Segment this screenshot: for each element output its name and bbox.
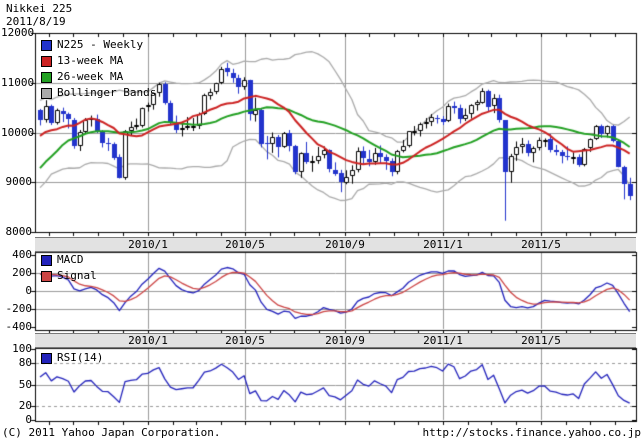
signal-swatch-icon [41,270,52,282]
legend-label: Bollinger Bands [57,86,157,99]
legend-item-ma26: 26-week MA [41,69,156,85]
y-axis-label: 50 [18,378,32,391]
y-axis-label: -400 [5,320,33,333]
legend-item-n225: N225 - Weekly [41,37,156,53]
x-axis-label: 2011/5 [521,238,561,251]
legend-item-bollinger: Bollinger Bands [41,85,156,101]
y-axis-label: -200 [5,302,33,315]
footer-url: http://stocks.finance.yahoo.co.jp [422,426,641,439]
x-axis-label: 2010/5 [225,334,265,347]
legend-item-macd: MACD [41,252,97,268]
y-axis-label: 11000 [1,76,35,89]
chart-title: Nikkei 225 [6,2,73,15]
ma26-swatch-icon [41,71,52,83]
macd-legend: MACD Signal [41,252,97,284]
bollinger-swatch-icon [41,87,52,99]
footer-copyright: (C) 2011 Yahoo Japan Corporation. [2,426,221,439]
y-axis-label: 8000 [5,225,33,238]
macd-swatch-icon [41,254,52,266]
x-axis-label: 2010/9 [325,238,365,251]
x-axis-label: 2010/5 [225,238,265,251]
x-axis-label: 2010/1 [128,238,168,251]
legend-label: 13-week MA [57,54,124,67]
legend-label: MACD [57,253,84,266]
legend-label: N225 - Weekly [57,38,144,51]
x-axis-label: 2011/5 [521,334,561,347]
rsi-legend: RSI(14) [41,350,103,366]
y-axis-label: 20 [18,399,32,412]
x-axis-label: 2010/9 [325,334,365,347]
x-axis-label: 2010/1 [128,334,168,347]
y-axis-label: 0 [25,284,32,297]
legend-label: RSI(14) [57,351,104,364]
x-axis-band-upper: 2010/1 2010/5 2010/9 2011/1 2011/5 [35,237,636,252]
x-axis-label: 2011/1 [423,238,463,251]
legend-item-signal: Signal [41,268,97,284]
legend-label: Signal [57,269,97,282]
chart-date: 2011/8/19 [6,15,66,28]
rsi-swatch-icon [41,352,52,364]
main-legend: N225 - Weekly 13-week MA 26-week MA Boll… [41,37,156,101]
y-axis-label: 12000 [1,26,35,39]
n225-swatch-icon [41,39,52,51]
y-axis-label: 400 [12,248,32,261]
y-axis-label: 10000 [1,126,35,139]
legend-item-ma13: 13-week MA [41,53,156,69]
y-axis-label: 200 [12,266,32,279]
legend-item-rsi: RSI(14) [41,350,103,366]
x-axis-band-lower: 2010/1 2010/5 2010/9 2011/1 2011/5 [35,333,636,348]
legend-label: 26-week MA [57,70,124,83]
y-axis-label: 0 [25,413,32,426]
y-axis-label: 9000 [5,175,33,188]
x-axis-label: 2011/1 [423,334,463,347]
ma13-swatch-icon [41,55,52,67]
y-axis-label: 80 [18,356,32,369]
y-axis-label: 100 [12,342,32,355]
